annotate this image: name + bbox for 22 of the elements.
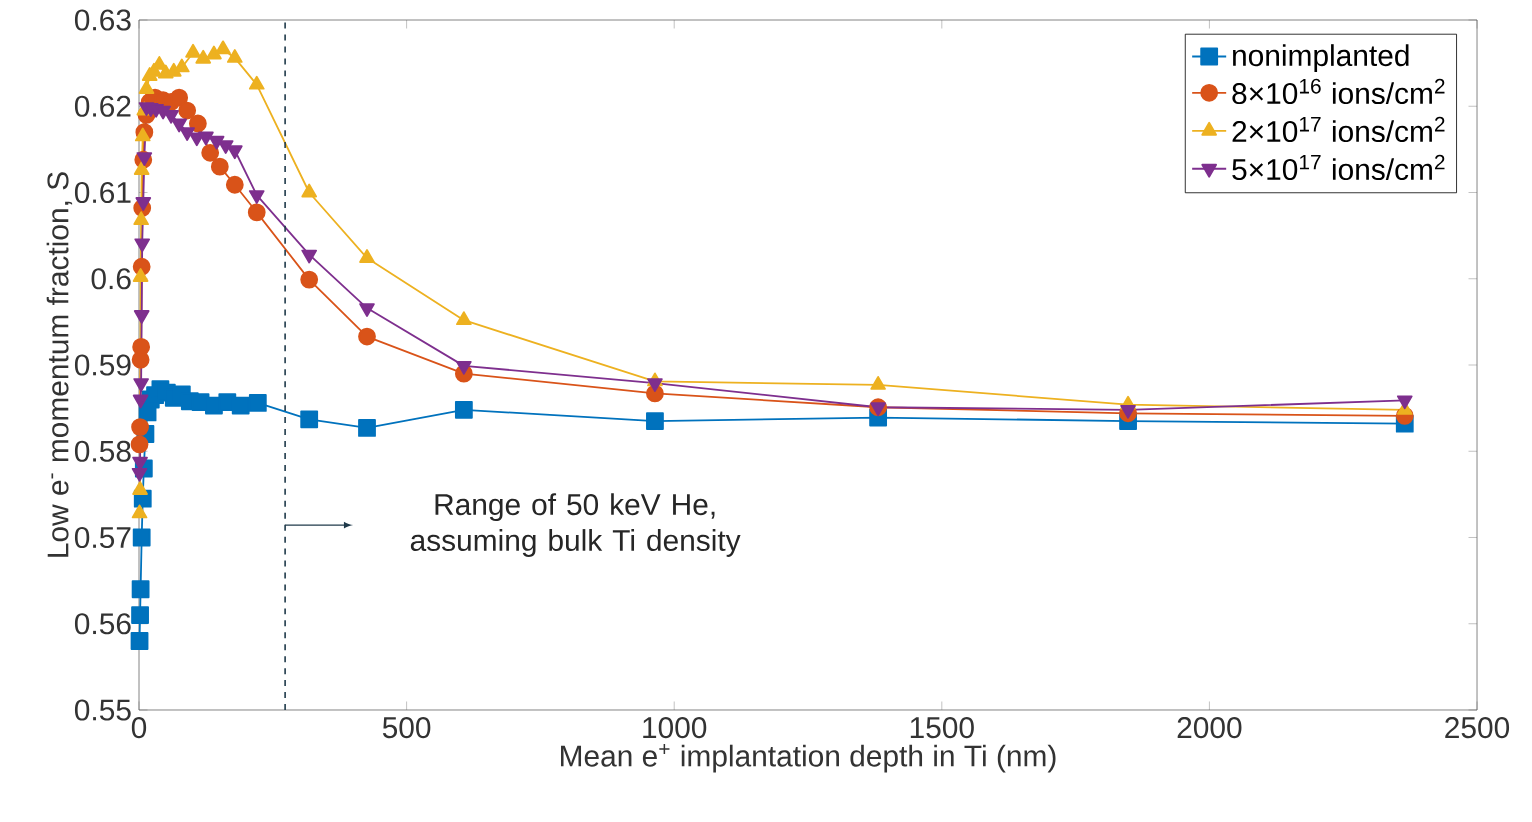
- x-tick-label: 2000: [1177, 717, 1242, 739]
- y-axis-title: Low e$^{-}$ momentum fraction, S: [46, 172, 73, 557]
- legend-label: 8×10$^{16}$ ions/cm$^{2}$: [1232, 78, 1445, 105]
- x-axis-title: Mean e$^{+}$ implantation depth in Ti (nm): [561, 743, 1056, 773]
- y-tick-label: 0.56: [74, 613, 131, 635]
- legend-label: 2×10$^{17}$ ions/cm$^{2}$: [1232, 116, 1445, 143]
- y-tick-label: 0.55: [74, 699, 131, 721]
- x-tick-label: 500: [382, 717, 431, 739]
- ref-line-label: Range of 50 keV He, assuming bulk Ti density: [410, 493, 741, 557]
- y-tick-label: 0.59: [74, 354, 131, 376]
- y-tick-label: 0.6: [91, 268, 131, 290]
- x-tick-label: 2500: [1445, 717, 1510, 739]
- y-tick-label: 0.58: [74, 440, 131, 462]
- y-tick-label: 0.57: [74, 526, 131, 549]
- legend-label: nonimplanted: [1233, 44, 1409, 73]
- x-tick-label: 1000: [643, 717, 707, 739]
- y-tick-label: 0.61: [74, 181, 131, 204]
- legend-label: 5×10$^{17}$ ions/cm$^{2}$: [1232, 154, 1445, 181]
- x-tick-label: 1500: [910, 717, 974, 739]
- x-tick-label: 0: [131, 717, 147, 739]
- y-tick-label: 0.63: [74, 9, 131, 31]
- y-tick-label: 0.62: [74, 95, 131, 117]
